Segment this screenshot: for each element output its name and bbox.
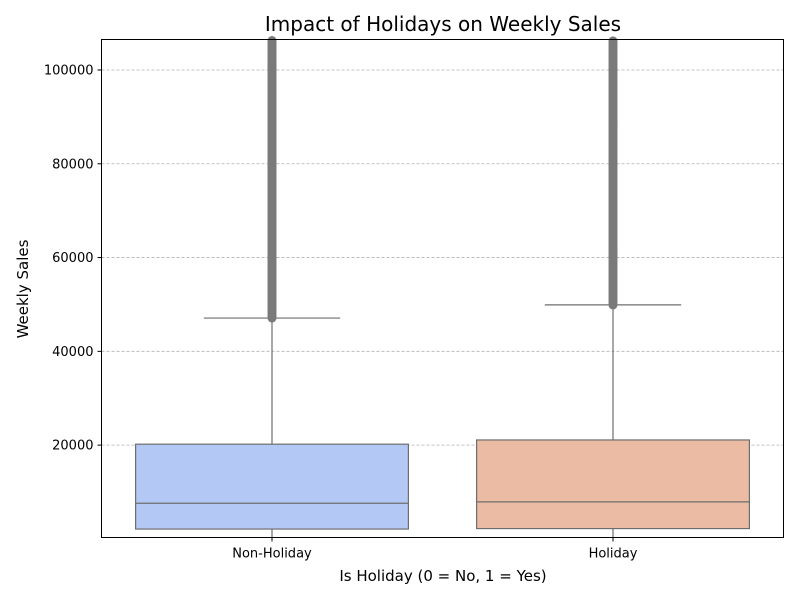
outlier-point — [608, 36, 618, 46]
x-axis: Non-Holiday Holiday — [232, 537, 638, 562]
y-axis-label: Weekly Sales — [14, 239, 32, 338]
box-iqr — [135, 443, 409, 530]
chart-title: Impact of Holidays on Weekly Sales — [265, 12, 621, 36]
y-tick-label: 20000 — [52, 439, 93, 454]
y-tick-label: 80000 — [52, 157, 93, 172]
x-axis-label: Is Holiday (0 = No, 1 = Yes) — [339, 567, 546, 585]
y-tick-label: 60000 — [52, 251, 93, 266]
boxes-layer — [135, 36, 750, 538]
grid-lines — [101, 69, 784, 446]
x-tick-label: Holiday — [589, 547, 638, 562]
box-iqr — [476, 439, 750, 530]
outlier-point — [267, 36, 277, 46]
y-tick-label: 40000 — [52, 345, 93, 360]
y-axis: 20000 40000 60000 80000 100000 — [44, 63, 102, 454]
plot-frame — [101, 39, 784, 538]
x-tick-label: Non-Holiday — [232, 547, 312, 562]
y-tick-label: 100000 — [44, 63, 94, 78]
